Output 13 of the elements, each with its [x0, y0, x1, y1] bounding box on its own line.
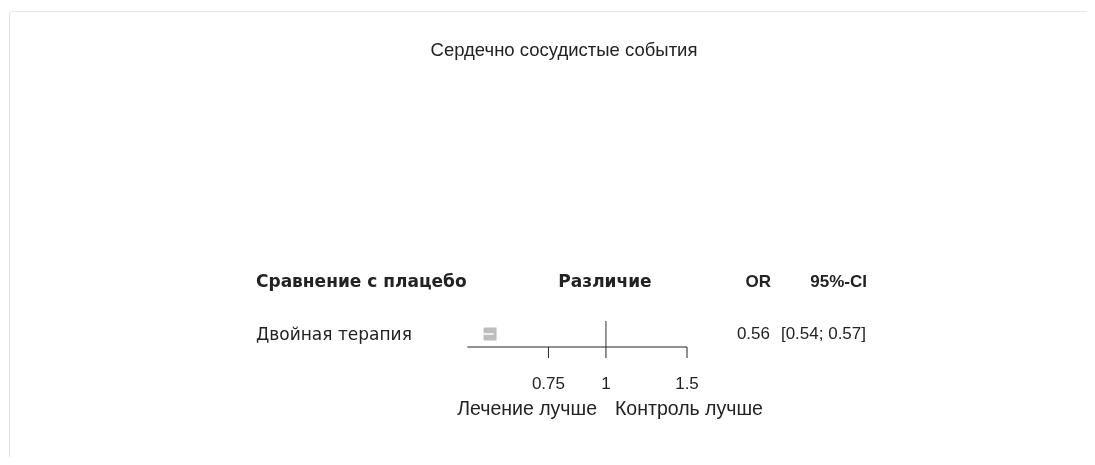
text: [0.54; 0.57] — [780, 324, 866, 344]
text: Контроль лучше — [615, 396, 763, 420]
text: OR — [745, 272, 771, 292]
text: 0.56 — [736, 324, 770, 344]
text: 95%-CI — [810, 272, 867, 292]
x-tick-label: 1 — [601, 374, 611, 394]
text: Лечение лучше — [457, 396, 597, 420]
y-axis-title: Сравнение с плацебо — [256, 271, 467, 292]
x-tick-label: 0.75 — [531, 374, 565, 394]
chart-title: Сердечно сосудистые события — [430, 39, 698, 61]
y-tick-label: Двойная терапия — [256, 324, 412, 344]
x-tick-label: 1.5 — [675, 374, 699, 394]
x-axis-title: Различие — [558, 271, 652, 292]
